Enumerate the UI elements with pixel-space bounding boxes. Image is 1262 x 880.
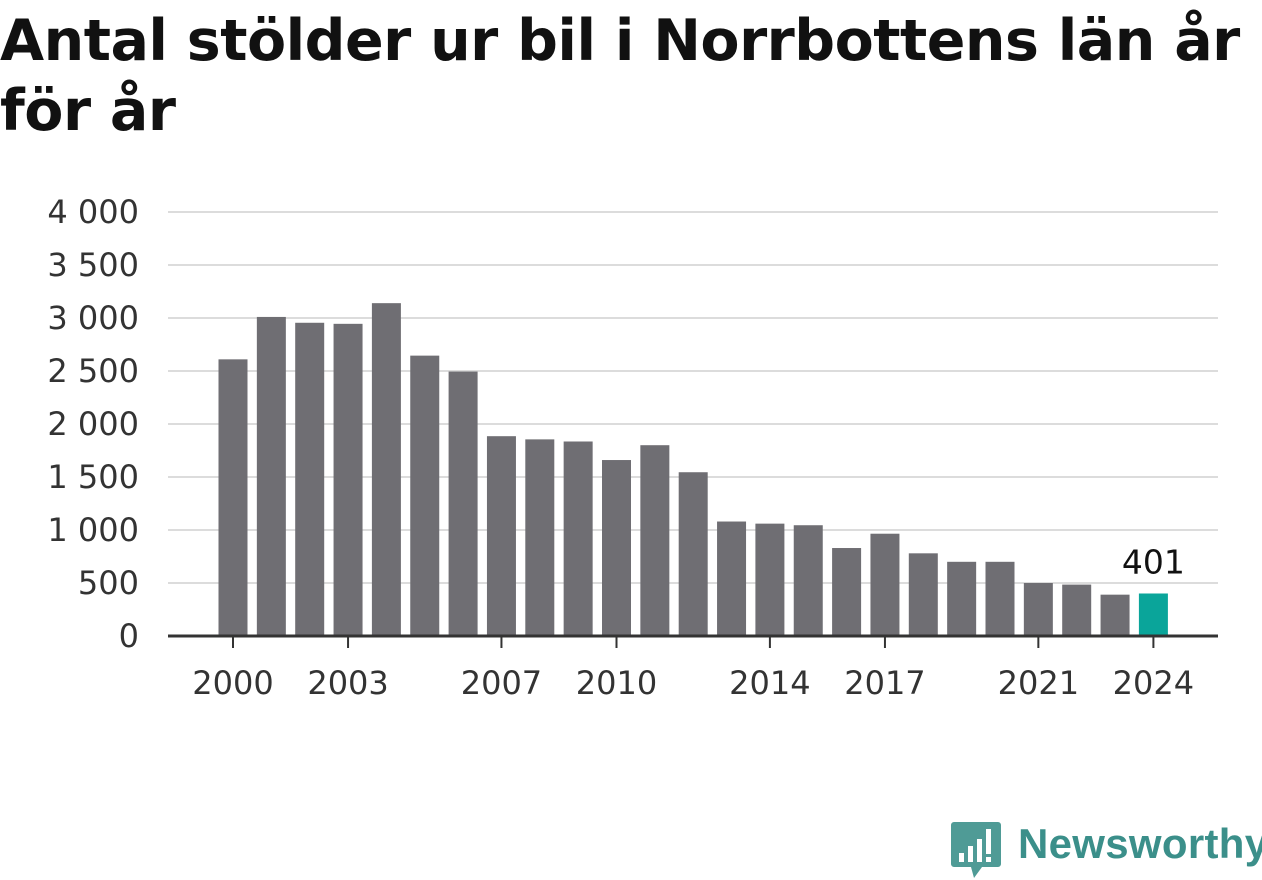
bar bbox=[602, 460, 631, 636]
x-tick-label: 2007 bbox=[461, 664, 542, 702]
x-tick-label: 2017 bbox=[844, 664, 925, 702]
y-tick-label: 2 000 bbox=[47, 405, 139, 443]
y-tick-label: 0 bbox=[119, 617, 139, 655]
data-label: 401 bbox=[1122, 542, 1185, 581]
y-axis-tick-labels: 0 500 1 000 1 500 2 000 2 500 3 000 3 500 4 000 bbox=[47, 193, 139, 655]
x-tick-label: 2000 bbox=[192, 664, 273, 702]
x-axis-tick-labels: 2000 2003 2007 2010 2014 2017 2021 2024 bbox=[192, 664, 1194, 702]
bar bbox=[1023, 583, 1053, 636]
bar bbox=[717, 521, 747, 636]
bar bbox=[678, 472, 708, 636]
bar bbox=[985, 561, 1015, 636]
y-tick-label: 3 500 bbox=[47, 246, 139, 284]
x-tick-label: 2010 bbox=[576, 664, 657, 702]
bar bbox=[371, 303, 401, 636]
bar bbox=[525, 439, 555, 636]
bar bbox=[832, 548, 862, 636]
logo-wordmark: Newsworthy bbox=[1018, 820, 1262, 867]
x-axis bbox=[168, 634, 1218, 648]
x-tick-label: 2024 bbox=[1113, 664, 1194, 702]
newsworthy-logo: Newsworthy bbox=[950, 818, 1262, 880]
bar bbox=[793, 525, 823, 636]
newsworthy-chart-bubble-icon bbox=[951, 822, 1001, 878]
bar bbox=[218, 359, 248, 636]
bar bbox=[486, 436, 516, 636]
bar-highlight bbox=[1138, 593, 1168, 636]
x-tick-label: 2014 bbox=[729, 664, 810, 702]
y-tick-label: 1 000 bbox=[47, 511, 139, 549]
bar bbox=[947, 561, 977, 636]
bar bbox=[755, 523, 785, 636]
y-tick-label: 4 000 bbox=[47, 193, 139, 231]
bar bbox=[640, 445, 670, 636]
y-tick-label: 1 500 bbox=[47, 458, 139, 496]
y-tick-label: 2 500 bbox=[47, 352, 139, 390]
data-labels: 401 bbox=[1122, 542, 1185, 581]
bar bbox=[256, 316, 286, 636]
bar bbox=[295, 322, 325, 636]
bar bbox=[333, 323, 363, 636]
x-tick-label: 2021 bbox=[998, 664, 1079, 702]
y-tick-label: 500 bbox=[78, 564, 139, 602]
bar bbox=[1062, 584, 1092, 636]
y-tick-label: 3 000 bbox=[47, 299, 139, 337]
bar bbox=[908, 553, 938, 636]
bar bbox=[1100, 594, 1130, 636]
chart-title: Antal stölder ur bil i Norrbottens län å… bbox=[0, 8, 1240, 144]
bar bbox=[870, 533, 900, 636]
bar bbox=[448, 371, 478, 636]
bars bbox=[218, 303, 1168, 636]
bar bbox=[410, 355, 440, 636]
x-tick-label: 2003 bbox=[307, 664, 388, 702]
bar bbox=[563, 441, 593, 636]
